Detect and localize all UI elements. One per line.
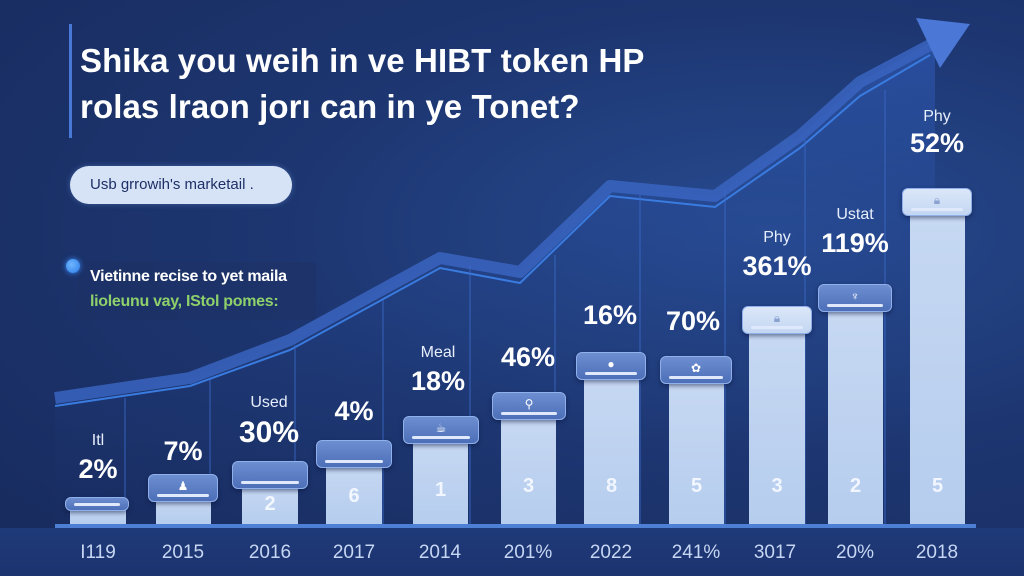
bar-3: 6	[326, 460, 382, 524]
bar-number-2: 2	[264, 493, 276, 515]
x-axis-band	[0, 528, 1024, 576]
bar-value-6: 16%	[582, 300, 638, 330]
bar-cap-9: ♆	[818, 284, 892, 312]
x-tick-7: 241%	[671, 542, 721, 563]
page-title: Shika you weih in ve HIBT token HP rolas…	[80, 38, 780, 130]
bar-2: 2	[242, 484, 298, 524]
bar-10: 5	[910, 214, 965, 524]
bar-cap-3	[316, 440, 392, 468]
bar-value-9: 119%	[821, 228, 889, 258]
bar-value-2: 30%	[238, 416, 300, 449]
person-icon: ♟	[177, 479, 189, 493]
bar-8: 3	[749, 330, 805, 524]
bar-5: 3	[501, 416, 556, 524]
lock-icon: 🔒︎	[933, 193, 941, 207]
bar-number-6: 8	[605, 475, 618, 497]
annotation-line-2: lioleunu vay, IStol pomes:	[90, 293, 279, 310]
x-tick-3: 2017	[332, 542, 376, 563]
cup-icon: ♆	[850, 289, 860, 303]
bar-number-5: 3	[522, 475, 535, 497]
bar-number-8: 3	[771, 475, 783, 497]
bar-value-3: 4%	[334, 396, 374, 426]
title-rule	[69, 24, 72, 138]
bar-number-4: 1	[434, 479, 447, 501]
user-icon: ●	[607, 357, 615, 371]
x-tick-2: 2016	[248, 542, 292, 563]
arrow-head-icon	[916, 18, 970, 68]
title-line-1: Shika you weih in ve HIBT token HP	[80, 42, 645, 79]
x-tick-6: 2022	[589, 542, 633, 563]
bar-label-2: Used	[250, 394, 288, 411]
bar-9: 2	[828, 312, 883, 524]
bar-cap-0	[65, 497, 129, 511]
bar-number-7: 5	[690, 475, 703, 497]
bar-value-10: 52%	[909, 128, 965, 158]
bar-cap-6: ●	[576, 352, 646, 380]
x-tick-9: 20%	[835, 542, 875, 563]
bar-number-10: 5	[931, 475, 944, 497]
bar-number-3: 6	[348, 485, 360, 507]
info-dot-icon	[66, 259, 80, 273]
title-line-2: rolas lraon jorı can in ye Tonet?	[80, 88, 580, 125]
bar-cap-1: ♟	[148, 474, 218, 502]
annotation-box	[78, 262, 316, 320]
plant-icon: ✿	[690, 361, 702, 375]
x-tick-5: 201%	[503, 542, 553, 563]
bar-cap-2	[232, 461, 308, 489]
bar-value-4: 18%	[410, 366, 466, 396]
bar-7: 5	[669, 382, 724, 524]
subtitle-pill: Usb grrowih's marketail .	[70, 166, 292, 204]
x-axis-baseline	[55, 524, 976, 528]
x-tick-8: 3017	[753, 542, 797, 563]
bar-label-9: Ustat	[836, 206, 874, 223]
bar-label-8: Phy	[763, 229, 791, 246]
bar-value-7: 70%	[665, 306, 721, 336]
lock-icon: 🔒︎	[773, 311, 781, 325]
bar-value-8: 361%	[742, 251, 812, 281]
x-tick-1: 2015	[161, 542, 205, 563]
annotation-line-1: Vietinne recise to yet maila	[90, 268, 287, 285]
bar-value-0: 2%	[78, 454, 118, 484]
bar-value-5: 46%	[500, 342, 556, 372]
bar-cap-10: 🔒︎	[902, 188, 972, 216]
bar-cap-8: 🔒︎	[742, 306, 812, 334]
x-tick-10: 2018	[915, 542, 959, 563]
bar-cap-4: ☕	[403, 416, 479, 444]
cup-icon: ☕	[435, 421, 447, 435]
bar-cap-7: ✿	[660, 356, 732, 384]
bar-label-0: Itl	[91, 432, 105, 449]
x-tick-0: I119	[80, 542, 116, 563]
bar-label-4: Meal	[420, 344, 456, 361]
bottle-icon: ⚲	[524, 397, 534, 411]
bar-label-10: Phy	[923, 108, 951, 125]
bar-4: 1	[413, 438, 468, 524]
bar-cap-5: ⚲	[492, 392, 566, 420]
bar-value-1: 7%	[163, 436, 203, 466]
bar-6: 8	[584, 376, 639, 524]
x-tick-4: 2014	[418, 542, 462, 563]
bar-number-9: 2	[849, 475, 862, 497]
